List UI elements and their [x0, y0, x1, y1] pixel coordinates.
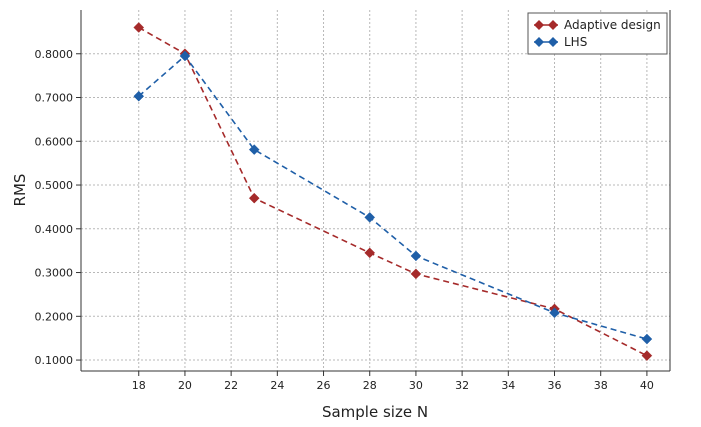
y-axis-label: RMS [11, 174, 29, 207]
series-line [138, 26, 648, 357]
y-tick-label: 0.3000 [35, 267, 74, 280]
data-point [641, 333, 653, 345]
x-tick-label: 40 [640, 379, 654, 392]
data-point [133, 22, 145, 33]
series-lhs [133, 50, 653, 345]
legend-marker [548, 20, 558, 30]
x-tick-label: 26 [317, 379, 331, 392]
data-point [248, 192, 260, 204]
y-tick-label: 0.1000 [35, 354, 74, 367]
y-tick-label: 0.4000 [35, 223, 74, 236]
legend-label: Adaptive design [564, 18, 661, 32]
legend-item: LHS [534, 35, 587, 49]
x-tick-label: 18 [132, 379, 146, 392]
y-tick-label: 0.2000 [35, 310, 74, 323]
data-point [549, 307, 560, 319]
axes: 18 20 22 24 26 28 30 32 34 36 38 40 0.1000 0.2000 0.30… [35, 10, 671, 392]
legend-label: LHS [564, 35, 587, 49]
data-point [179, 50, 191, 62]
series-line [138, 54, 648, 340]
y-tick-label: 0.5000 [35, 179, 74, 192]
legend-marker [548, 37, 558, 47]
x-tick-label: 36 [548, 379, 562, 392]
x-tick-label: 38 [594, 379, 608, 392]
series-adaptive-design [133, 22, 653, 362]
y-tick-label: 0.7000 [35, 92, 74, 105]
legend-marker [534, 20, 544, 30]
x-axis-label: Sample size N [322, 403, 428, 421]
data-point [364, 212, 376, 223]
x-tick-label: 28 [363, 379, 377, 392]
legend: Adaptive design LHS [527, 12, 668, 55]
x-tick-label: 20 [178, 379, 192, 392]
series-group [133, 22, 653, 362]
data-point [641, 350, 653, 362]
x-tick-label: 22 [224, 379, 238, 392]
data-point [410, 268, 422, 280]
x-tick-label: 24 [270, 379, 284, 392]
data-point [364, 247, 376, 259]
data-point [248, 144, 260, 155]
legend-item: Adaptive design [534, 18, 661, 32]
x-tick-label: 32 [455, 379, 469, 392]
legend-marker [534, 37, 544, 47]
y-tick-label: 0.8000 [35, 48, 74, 61]
y-tick-label: 0.6000 [35, 135, 74, 148]
x-tick-label: 30 [409, 379, 423, 392]
grid [81, 10, 670, 371]
data-point [133, 90, 145, 102]
x-tick-label: 34 [501, 379, 515, 392]
legend-box [527, 12, 668, 55]
data-point [410, 250, 422, 262]
